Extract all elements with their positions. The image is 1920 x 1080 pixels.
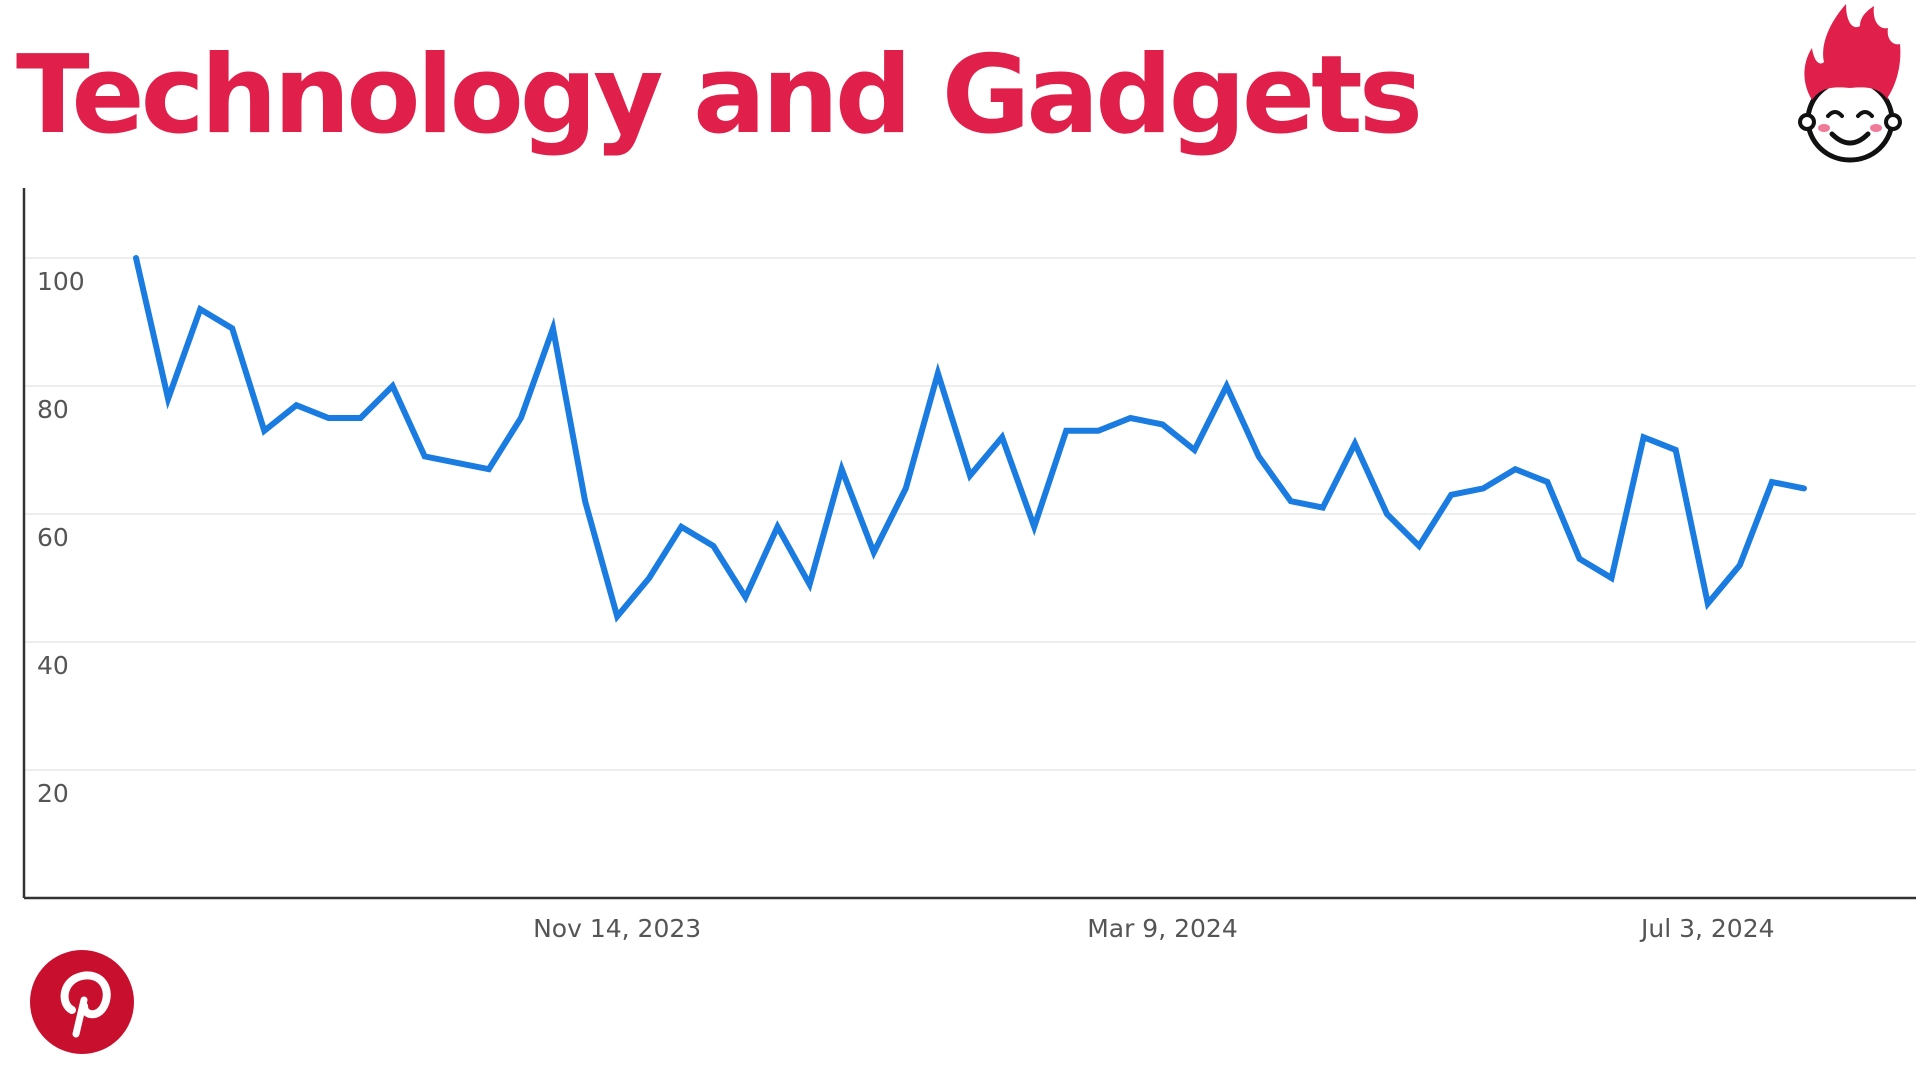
data-point (1705, 601, 1711, 607)
data-point (1673, 447, 1679, 453)
data-point (1224, 383, 1230, 389)
data-point (1320, 505, 1326, 511)
data-point (1641, 434, 1647, 440)
x-tick-label: Jul 3, 2024 (1639, 914, 1775, 943)
data-point (807, 581, 813, 587)
data-point (742, 594, 748, 600)
data-point (935, 370, 941, 376)
y-tick-label: 100 (37, 267, 85, 296)
data-point (261, 428, 267, 434)
y-tick-label: 20 (37, 779, 69, 808)
data-point (1448, 492, 1454, 498)
data-point (1737, 562, 1743, 568)
data-point (1512, 466, 1518, 472)
data-point (165, 396, 171, 402)
data-point (1609, 575, 1615, 581)
data-point (1416, 543, 1422, 549)
data-point (325, 415, 331, 421)
data-point (1544, 479, 1550, 485)
data-point (1288, 498, 1294, 504)
data-point (678, 524, 684, 530)
data-point (1127, 415, 1133, 421)
data-point (229, 325, 235, 331)
data-point (1063, 428, 1069, 434)
data-point (1159, 421, 1165, 427)
data-point (839, 466, 845, 472)
data-point (197, 306, 203, 312)
data-point (710, 543, 716, 549)
y-tick-label: 80 (37, 395, 69, 424)
data-point (582, 498, 588, 504)
page-title: Technology and Gadgets (16, 33, 1423, 158)
series-line (133, 255, 1807, 623)
data-point (1576, 556, 1582, 562)
pinterest-logo-icon[interactable] (30, 950, 134, 1054)
y-tick-label: 40 (37, 651, 69, 680)
data-point (1192, 447, 1198, 453)
data-point (422, 453, 428, 459)
data-point (871, 549, 877, 555)
data-point (518, 415, 524, 421)
data-point (1352, 441, 1358, 447)
data-point (293, 402, 299, 408)
data-point (967, 473, 973, 479)
data-point (1480, 485, 1486, 491)
data-point (358, 415, 364, 421)
data-point (1095, 428, 1101, 434)
data-point (454, 460, 460, 466)
data-point (550, 325, 556, 331)
data-point (999, 434, 1005, 440)
data-point (1031, 524, 1037, 530)
y-tick-label: 60 (37, 523, 69, 552)
data-point (646, 575, 652, 581)
data-point (1256, 453, 1262, 459)
data-point (775, 524, 781, 530)
data-point (390, 383, 396, 389)
grid-lines (24, 257, 1916, 771)
data-point (903, 485, 909, 491)
data-point (133, 255, 139, 261)
x-tick-label: Mar 9, 2024 (1087, 914, 1238, 943)
mascot-flame-hair-face-icon (1798, 4, 1902, 163)
data-point (1801, 485, 1807, 491)
data-point (614, 613, 620, 619)
series-layer (133, 255, 1807, 623)
x-tick-label: Nov 14, 2023 (533, 914, 701, 943)
data-point (1384, 511, 1390, 517)
y-tick-labels: 20 40 60 80 100 (37, 267, 85, 808)
x-tick-labels: Nov 14, 2023 Mar 9, 2024 Jul 3, 2024 (533, 914, 1774, 943)
data-point (1769, 479, 1775, 485)
data-point (486, 466, 492, 472)
